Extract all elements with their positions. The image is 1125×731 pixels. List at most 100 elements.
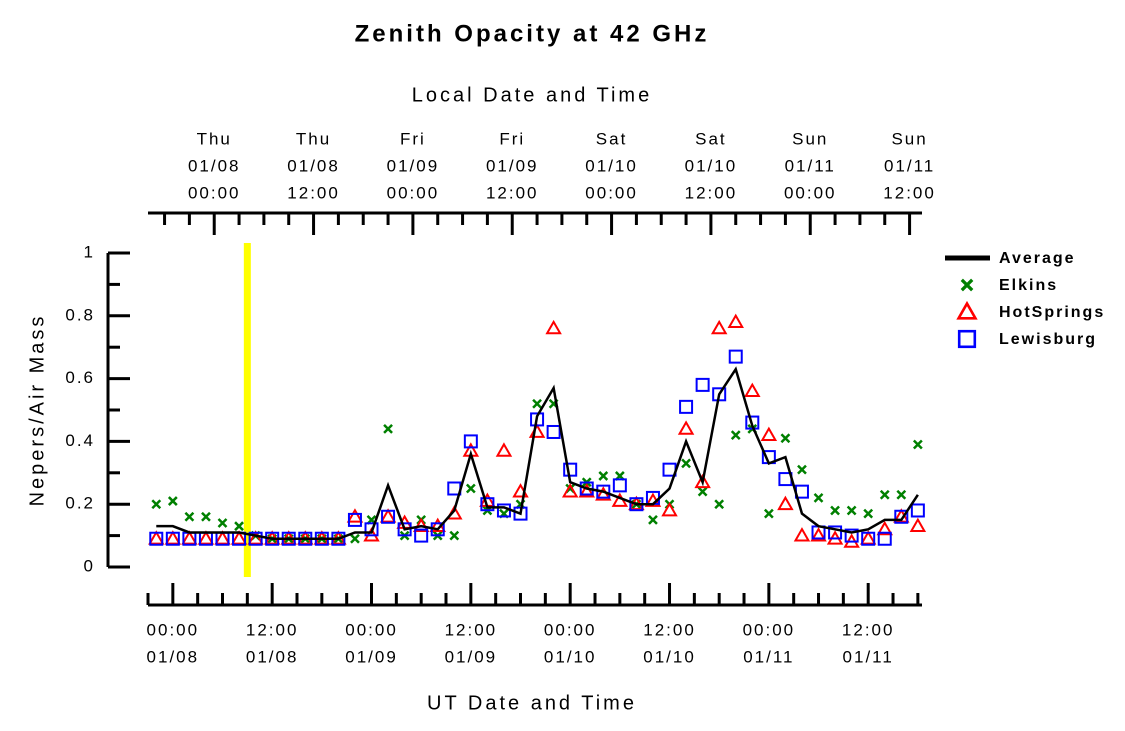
legend-label: Elkins (999, 277, 1058, 294)
x-tick-label: 12:00 (643, 620, 696, 639)
marker (528, 423, 546, 438)
marker (167, 496, 178, 506)
marker (879, 489, 890, 500)
marker (197, 530, 215, 545)
marker (148, 530, 165, 545)
x-tick-label: 01/08 (147, 647, 200, 666)
x-tick-label: 01/09 (445, 647, 498, 666)
marker (859, 530, 877, 545)
marker (449, 530, 460, 541)
marker (184, 511, 195, 522)
average-line (156, 366, 919, 540)
x-tick-label: 00:00 (345, 620, 398, 639)
top-tick-label: 12:00 (883, 183, 936, 202)
marker (165, 531, 180, 546)
top-tick-label: 01/11 (785, 156, 836, 175)
marker (463, 434, 478, 449)
marker (181, 530, 198, 545)
top-tick-label: 01/09 (387, 156, 440, 175)
top-tick-label: Sun (792, 129, 828, 148)
marker (480, 497, 495, 512)
marker (661, 501, 678, 517)
marker (830, 505, 840, 516)
marker (810, 527, 827, 542)
top-tick-label: Sun (891, 129, 927, 148)
marker (697, 486, 708, 497)
top-tick-label: 01/10 (585, 156, 638, 175)
marker (863, 508, 874, 519)
legend-label: Average (999, 250, 1076, 267)
marker (727, 313, 744, 328)
marker (744, 382, 761, 398)
marker (710, 319, 728, 335)
marker (346, 508, 364, 523)
top-tick-label: 12:00 (486, 183, 539, 202)
marker (201, 511, 211, 522)
marker (164, 530, 182, 545)
marker (495, 442, 513, 457)
marker (578, 483, 595, 498)
top-tick-label: 12:00 (685, 183, 738, 202)
marker (912, 439, 923, 450)
marker (846, 505, 857, 516)
marker (695, 377, 710, 392)
marker (545, 319, 562, 335)
top-tick-label: 01/11 (884, 156, 935, 175)
marker (730, 430, 741, 441)
marker (412, 517, 430, 533)
marker (681, 458, 691, 469)
top-tick-label: Sat (695, 129, 727, 148)
marker (648, 515, 658, 525)
y-tick-label: 0.4 (65, 431, 95, 450)
top-tick-label: Thu (197, 129, 232, 148)
marker (780, 433, 791, 444)
legend-swatch (956, 300, 978, 320)
x-tick-label: 00:00 (544, 620, 597, 639)
x-tick-label: 01/11 (743, 647, 794, 666)
marker (763, 508, 774, 519)
marker (714, 499, 725, 510)
x-tick-label: 01/10 (544, 647, 597, 666)
marker (383, 423, 393, 434)
y-axis-label: Nepers/Air Mass (26, 314, 48, 507)
y-tick-label: 1 (84, 242, 95, 261)
marker (151, 499, 162, 510)
marker (910, 503, 925, 518)
marker (876, 520, 893, 536)
marker (598, 471, 609, 481)
marker (217, 518, 228, 528)
marker (379, 508, 397, 523)
y-tick-label: 0 (84, 556, 95, 575)
x-tick-label: 12:00 (842, 620, 895, 639)
x-tick-label: 01/08 (246, 647, 299, 666)
marker (214, 530, 231, 545)
top-tick-label: 00:00 (387, 183, 440, 202)
x-tick-label: 12:00 (246, 620, 299, 639)
marker (247, 530, 264, 545)
marker (149, 531, 164, 546)
top-tick-label: 01/09 (486, 156, 539, 175)
top-tick-label: 00:00 (585, 183, 638, 202)
marker (894, 509, 909, 524)
marker (677, 420, 695, 435)
top-tick-label: 00:00 (784, 183, 837, 202)
marker (813, 493, 824, 503)
top-tick-label: Fri (400, 129, 426, 148)
x-tick-label: 01/09 (345, 647, 398, 666)
y-tick-label: 0.8 (65, 305, 95, 324)
x-axis-label: UT Date and Time (427, 692, 637, 714)
top-tick-label: 01/08 (287, 156, 340, 175)
x-tick-label: 00:00 (743, 620, 796, 639)
marker (679, 399, 694, 414)
marker (414, 528, 429, 543)
y-tick-label: 0.2 (65, 494, 95, 513)
marker (612, 478, 627, 493)
x-tick-label: 01/10 (643, 647, 696, 666)
marker (777, 495, 794, 511)
marker (877, 531, 892, 546)
marker (844, 528, 859, 543)
x-tick-label: 00:00 (147, 620, 200, 639)
legend-swatch (957, 329, 977, 349)
marker (230, 530, 248, 545)
chart-title: Zenith Opacity at 42 GHz (355, 20, 710, 47)
